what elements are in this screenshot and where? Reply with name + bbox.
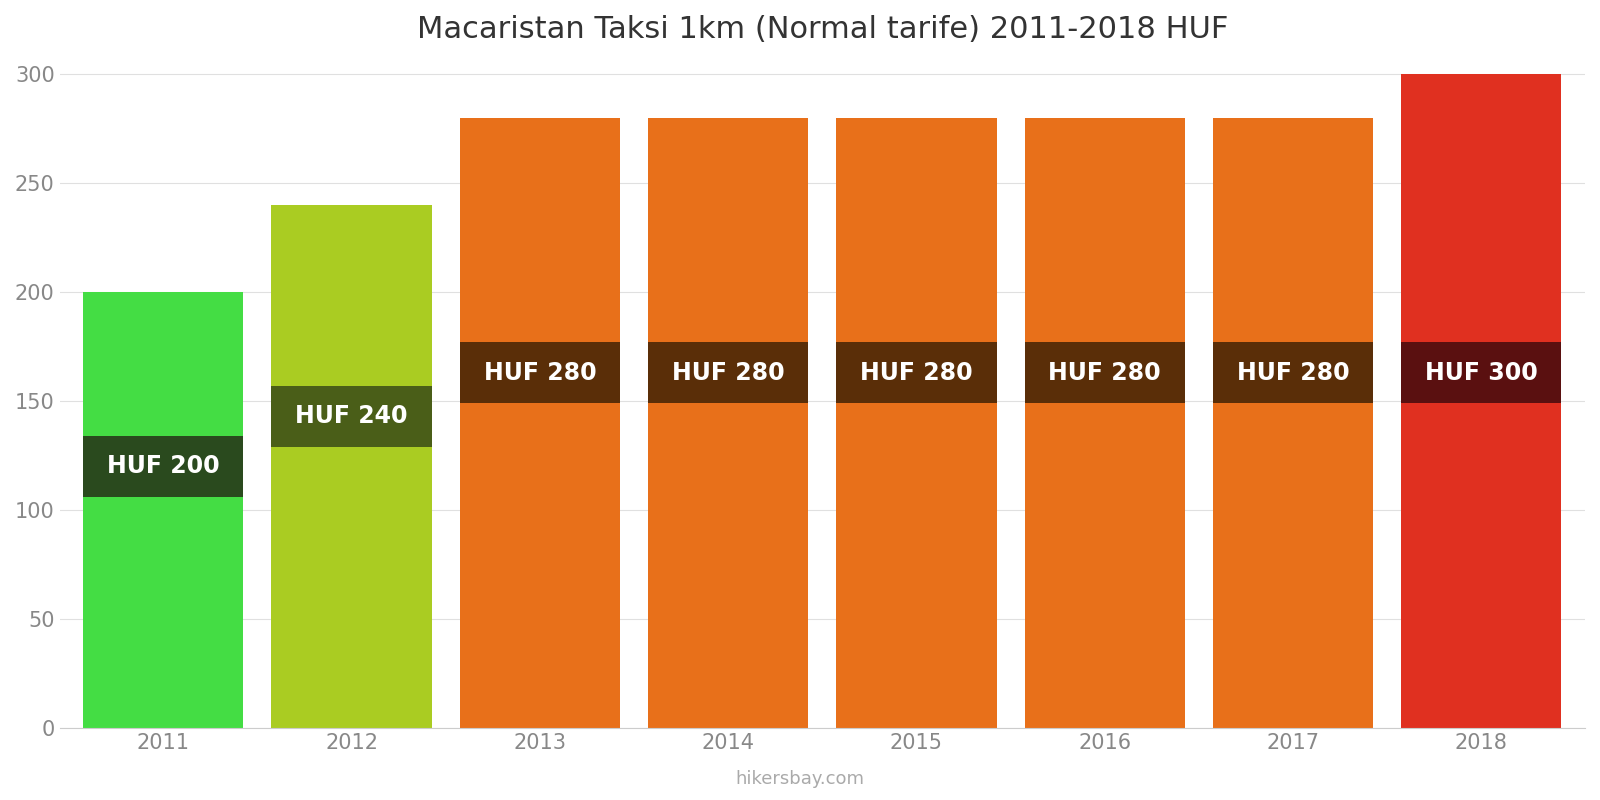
FancyBboxPatch shape <box>1024 342 1186 403</box>
Bar <box>1213 118 1373 728</box>
Text: HUF 280: HUF 280 <box>1048 361 1162 385</box>
Text: HUF 300: HUF 300 <box>1426 361 1538 385</box>
Bar <box>1024 118 1186 728</box>
Text: HUF 280: HUF 280 <box>861 361 973 385</box>
FancyBboxPatch shape <box>272 386 432 447</box>
Text: hikersbay.com: hikersbay.com <box>736 770 864 788</box>
Text: HUF 200: HUF 200 <box>107 454 219 478</box>
Bar <box>1402 74 1562 728</box>
Bar <box>459 118 619 728</box>
FancyBboxPatch shape <box>83 436 243 497</box>
Text: HUF 280: HUF 280 <box>483 361 597 385</box>
Bar <box>83 292 243 728</box>
Bar <box>648 118 808 728</box>
FancyBboxPatch shape <box>648 342 808 403</box>
Title: Macaristan Taksi 1km (Normal tarife) 2011-2018 HUF: Macaristan Taksi 1km (Normal tarife) 201… <box>416 15 1227 44</box>
Text: HUF 280: HUF 280 <box>1237 361 1349 385</box>
FancyBboxPatch shape <box>837 342 997 403</box>
Text: HUF 240: HUF 240 <box>296 404 408 428</box>
Bar <box>837 118 997 728</box>
FancyBboxPatch shape <box>1402 342 1562 403</box>
FancyBboxPatch shape <box>459 342 619 403</box>
FancyBboxPatch shape <box>1213 342 1373 403</box>
Text: HUF 280: HUF 280 <box>672 361 784 385</box>
Bar <box>272 205 432 728</box>
